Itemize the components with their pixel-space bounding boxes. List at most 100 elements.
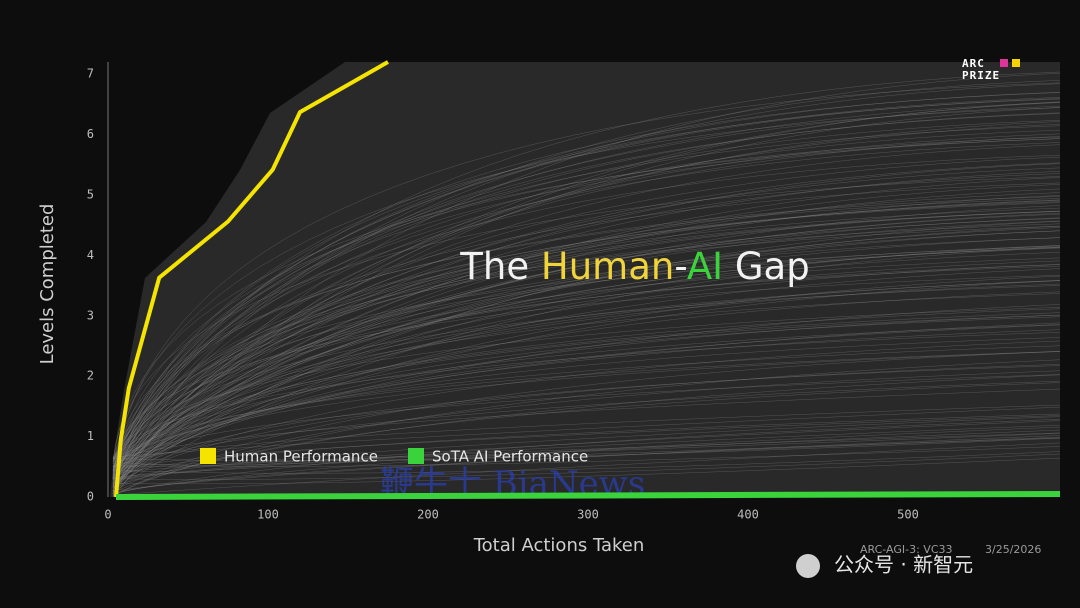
run-line [112, 119, 1061, 488]
run-line [112, 314, 1061, 487]
run-line [112, 133, 1061, 479]
run-line [112, 102, 1061, 471]
run-line [112, 275, 1061, 479]
title-part: - [674, 245, 687, 288]
run-line [112, 264, 1061, 475]
run-line [112, 82, 1061, 484]
run-line [112, 304, 1061, 469]
run-line [112, 351, 1061, 492]
run-line [112, 280, 1061, 476]
run-line [112, 274, 1061, 459]
run-line [112, 365, 1061, 488]
run-line [112, 370, 1061, 497]
x-tick-label: 200 [417, 508, 439, 522]
x-tick-label: 500 [897, 508, 919, 522]
run-line [112, 280, 1061, 461]
run-line [112, 351, 1061, 470]
y-tick-label: 7 [87, 67, 94, 81]
run-line [112, 432, 1061, 475]
y-tick-label: 3 [87, 308, 94, 322]
legend-label: SoTA AI Performance [432, 448, 588, 466]
run-line [112, 351, 1061, 466]
footer-date: 3/25/2026 [985, 543, 1041, 556]
run-line [112, 230, 1061, 488]
run-line [112, 388, 1061, 460]
runs-band [110, 62, 1060, 497]
run-line [112, 291, 1061, 484]
run-line [112, 436, 1061, 468]
run-line [112, 220, 1061, 480]
run-line [112, 322, 1061, 458]
run-line [112, 105, 1061, 473]
run-line [112, 265, 1061, 471]
run-line [112, 107, 1061, 480]
x-tick-label: 400 [737, 508, 759, 522]
run-line [112, 184, 1061, 481]
run-line [112, 416, 1061, 479]
title-part: Human [541, 245, 674, 288]
run-line [112, 199, 1061, 497]
run-line [112, 201, 1061, 493]
run-line [112, 257, 1061, 462]
run-line [112, 337, 1061, 488]
run-line [112, 230, 1061, 474]
run-line [112, 225, 1061, 489]
y-tick-label: 0 [87, 490, 94, 504]
run-line [112, 173, 1061, 495]
run-line [112, 102, 1061, 483]
run-line [112, 435, 1061, 491]
title-part: The [459, 245, 541, 288]
y-tick-label: 4 [87, 248, 94, 262]
run-line [112, 182, 1061, 471]
run-line [112, 210, 1061, 467]
run-line [112, 457, 1061, 485]
run-line [112, 213, 1061, 497]
run-line [112, 446, 1061, 467]
run-line [112, 129, 1061, 492]
title-part: AI [687, 245, 723, 288]
run-line [112, 420, 1061, 480]
x-tick-label: 0 [104, 508, 111, 522]
run-line [112, 237, 1061, 478]
run-line [112, 154, 1061, 494]
run-line [112, 415, 1061, 471]
run-line [112, 312, 1061, 459]
run-line [112, 429, 1061, 478]
run-line [112, 80, 1061, 494]
run-line [112, 211, 1061, 494]
series-line [115, 490, 1061, 500]
run-line [112, 156, 1061, 475]
run-line [112, 144, 1061, 482]
run-line [112, 406, 1061, 458]
run-line [112, 112, 1061, 468]
run-line [112, 324, 1061, 469]
run-line [112, 293, 1061, 478]
run-line [112, 101, 1061, 480]
run-line [112, 314, 1061, 485]
run-line [112, 171, 1061, 479]
logo-text: ARC [962, 57, 985, 70]
run-line [112, 364, 1061, 488]
legend-swatch [408, 448, 424, 464]
run-line [112, 196, 1061, 476]
y-axis-label: Levels Completed [37, 204, 58, 365]
run-line [112, 97, 1061, 478]
run-line [112, 98, 1061, 467]
run-line [112, 163, 1061, 484]
run-line [112, 142, 1061, 464]
run-line [112, 340, 1061, 481]
run-line [112, 251, 1061, 468]
logo-square [1012, 59, 1020, 67]
run-line [112, 374, 1061, 470]
footer-game: ARC-AGI-3: VC33 [860, 543, 953, 556]
run-line [112, 418, 1061, 495]
run-line [112, 424, 1061, 481]
run-line [112, 245, 1061, 478]
run-line [112, 433, 1061, 466]
x-axis-label: Total Actions Taken [473, 535, 645, 556]
run-line [112, 426, 1061, 493]
run-line [112, 382, 1061, 497]
run-line [112, 324, 1061, 468]
